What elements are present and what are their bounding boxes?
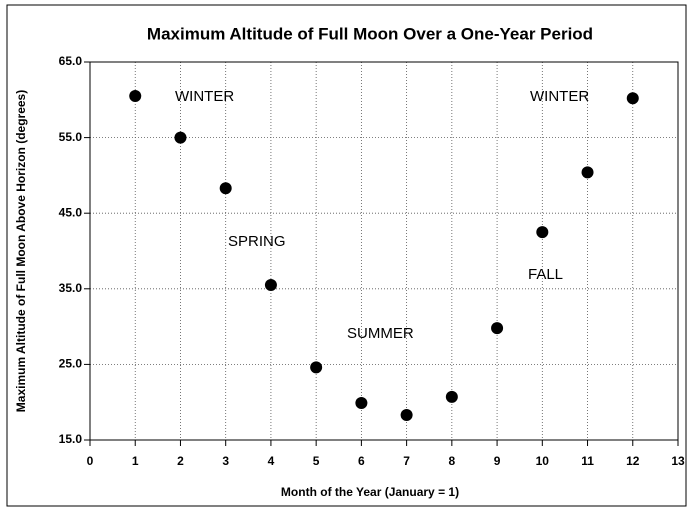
x-tick-label: 0: [87, 454, 94, 468]
point: [264, 279, 277, 292]
point: [355, 396, 368, 409]
annotation: FALL: [528, 266, 563, 283]
frame: [6, 4, 687, 507]
y-tick-label: 25.0: [59, 357, 83, 371]
y-tick-label: 65.0: [59, 54, 83, 68]
x-tick-label: 9: [494, 454, 501, 468]
y-tick-label: 35.0: [59, 281, 83, 295]
point: [129, 90, 142, 103]
annotation: SUMMER: [347, 325, 414, 342]
y-axis-label: Maximum Altitude of Full Moon Above Hori…: [14, 90, 28, 412]
annotation: SPRING: [228, 233, 286, 250]
point: [310, 361, 323, 374]
point: [174, 131, 187, 144]
x-tick-label: 10: [536, 454, 550, 468]
point: [219, 182, 232, 195]
y-tick-label: 55.0: [59, 130, 83, 144]
x-tick-label: 1: [132, 454, 139, 468]
x-tick-label: 8: [449, 454, 456, 468]
chart-title: Maximum Altitude of Full Moon Over a One…: [147, 24, 593, 43]
point: [400, 409, 413, 422]
x-tick-label: 2: [177, 454, 184, 468]
x-tick-label: 11: [581, 454, 594, 468]
x-tick-label: 3: [222, 454, 229, 468]
x-tick-label: 5: [313, 454, 320, 468]
annotation: WINTER: [175, 88, 234, 105]
y-tick-label: 15.0: [59, 432, 83, 446]
x-axis-label: Month of the Year (January = 1): [281, 485, 459, 499]
point: [491, 322, 504, 335]
x-tick-label: 7: [403, 454, 410, 468]
x-tick-label: 6: [358, 454, 365, 468]
point: [626, 92, 639, 105]
x-tick-label: 13: [671, 454, 685, 468]
point: [581, 166, 594, 179]
point: [536, 226, 549, 239]
x-tick-label: 4: [268, 454, 275, 468]
annotation: WINTER: [530, 88, 589, 105]
plot-area: [89, 61, 679, 441]
x-tick-label: 12: [626, 454, 640, 468]
y-tick-label: 45.0: [59, 205, 83, 219]
point: [445, 390, 458, 403]
